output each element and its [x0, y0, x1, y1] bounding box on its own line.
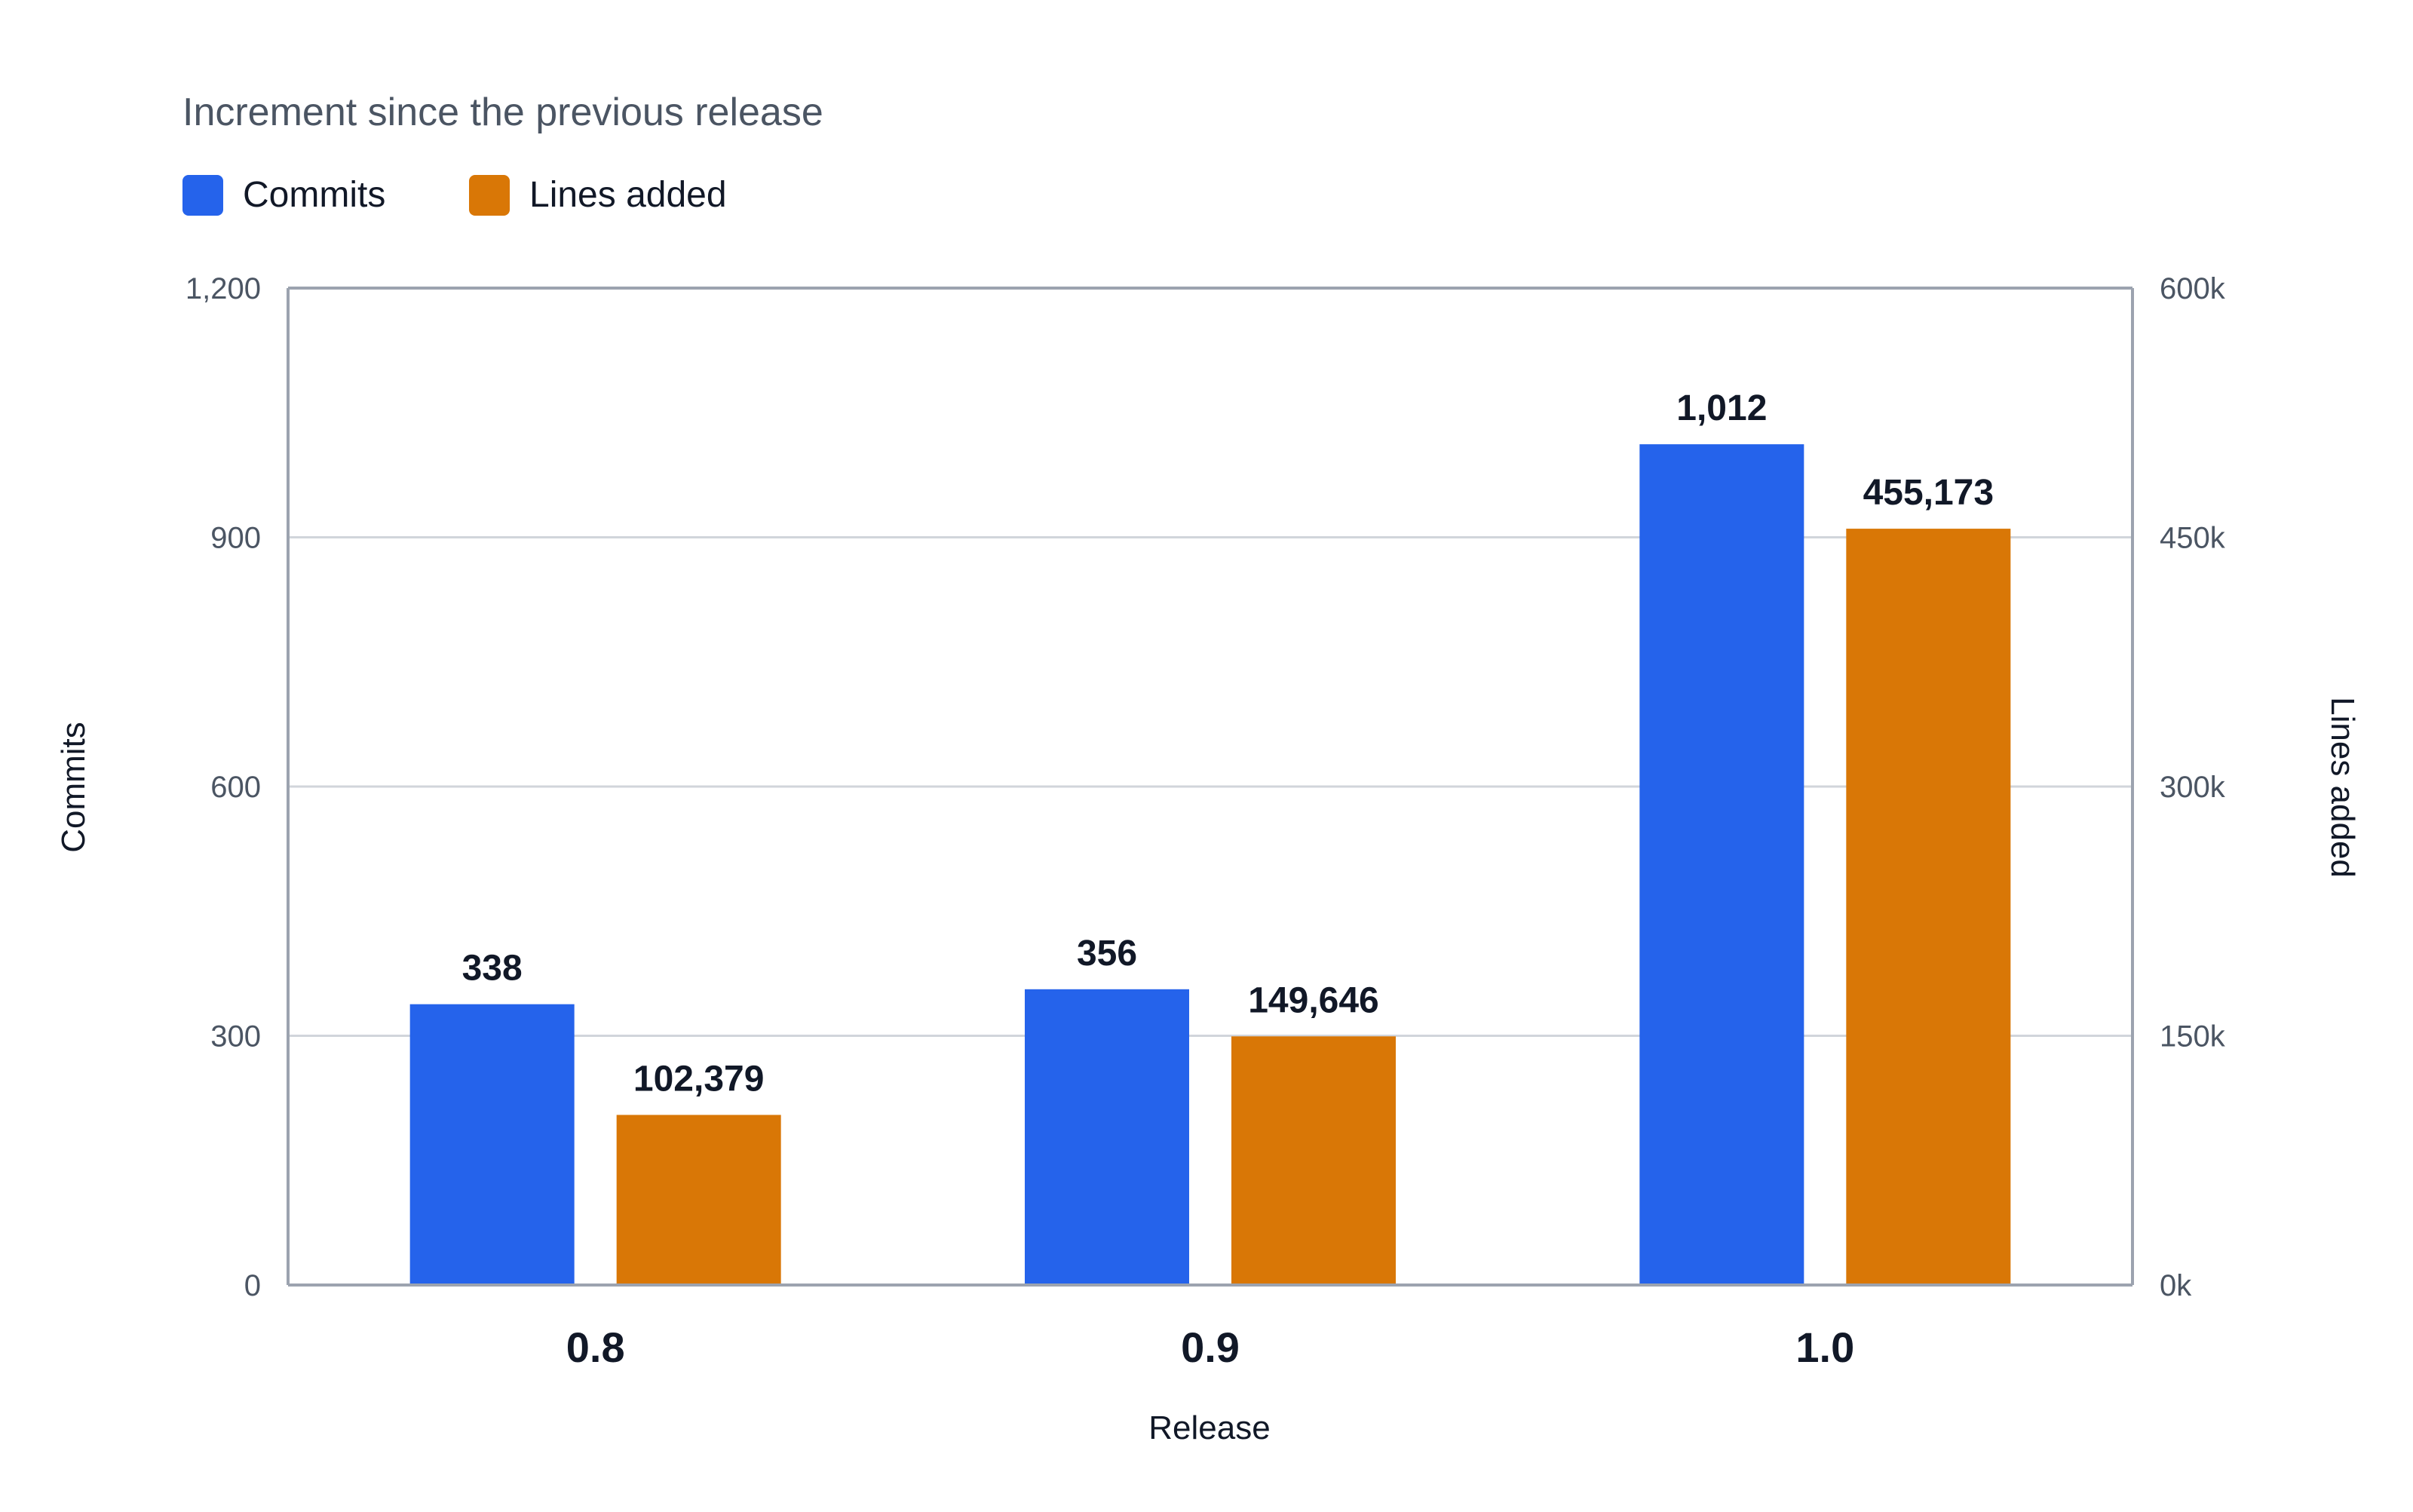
data-label-commits: 356 — [1077, 934, 1137, 974]
legend-swatch-commits — [182, 175, 223, 216]
data-label-commits: 1,012 — [1676, 388, 1767, 428]
y-tick-label-right: 0k — [2160, 1269, 2192, 1302]
right-axis-ticks: 0k 150k 300k 450k 600k — [2160, 272, 2226, 1302]
legend: Commits Lines added — [182, 175, 727, 216]
legend-swatch-lines-added — [469, 175, 510, 216]
data-labels: 338 102,379 356 149,646 1,012 455,173 — [462, 388, 1994, 1099]
x-axis-title: Release — [1148, 1409, 1270, 1446]
y-tick-label-right: 150k — [2160, 1020, 2226, 1053]
bar-lines-added — [616, 1115, 781, 1285]
bar-lines-added — [1231, 1036, 1396, 1285]
data-label-lines-added: 149,646 — [1248, 980, 1379, 1020]
x-tick-label: 0.8 — [566, 1323, 625, 1371]
category-labels: 0.8 0.9 1.0 — [566, 1323, 1855, 1371]
bar-commits — [1639, 444, 1804, 1286]
gridlines — [288, 536, 2132, 1037]
y-tick-label-right: 300k — [2160, 771, 2226, 804]
legend-label-commits: Commits — [243, 175, 385, 215]
y-tick-label-left: 600 — [210, 771, 261, 804]
y-axis-title-left: Commits — [55, 722, 92, 853]
y-tick-label-right: 600k — [2160, 272, 2226, 305]
y-axis-title-right: Lines added — [2324, 697, 2361, 878]
data-label-commits: 338 — [462, 949, 523, 989]
bar-commits — [409, 1004, 575, 1285]
bar-commits — [1025, 989, 1189, 1285]
axes — [287, 287, 2134, 1287]
y-tick-label-left: 0 — [244, 1269, 261, 1302]
y-tick-label-left: 1,200 — [185, 272, 261, 305]
data-label-lines-added: 455,173 — [1863, 473, 1994, 513]
left-axis-ticks: 0 300 600 900 1,200 — [185, 272, 261, 1302]
x-tick-label: 1.0 — [1795, 1323, 1854, 1371]
chart-subtitle: Increment since the previous release — [182, 90, 823, 134]
legend-label-lines-added: Lines added — [529, 175, 727, 215]
y-tick-label-left: 300 — [210, 1020, 261, 1053]
x-tick-label: 0.9 — [1181, 1323, 1240, 1371]
y-tick-label-left: 900 — [210, 522, 261, 555]
y-tick-label-right: 450k — [2160, 522, 2226, 555]
bar-lines-added — [1846, 529, 2011, 1285]
data-label-lines-added: 102,379 — [633, 1059, 765, 1099]
bars — [409, 444, 2011, 1286]
